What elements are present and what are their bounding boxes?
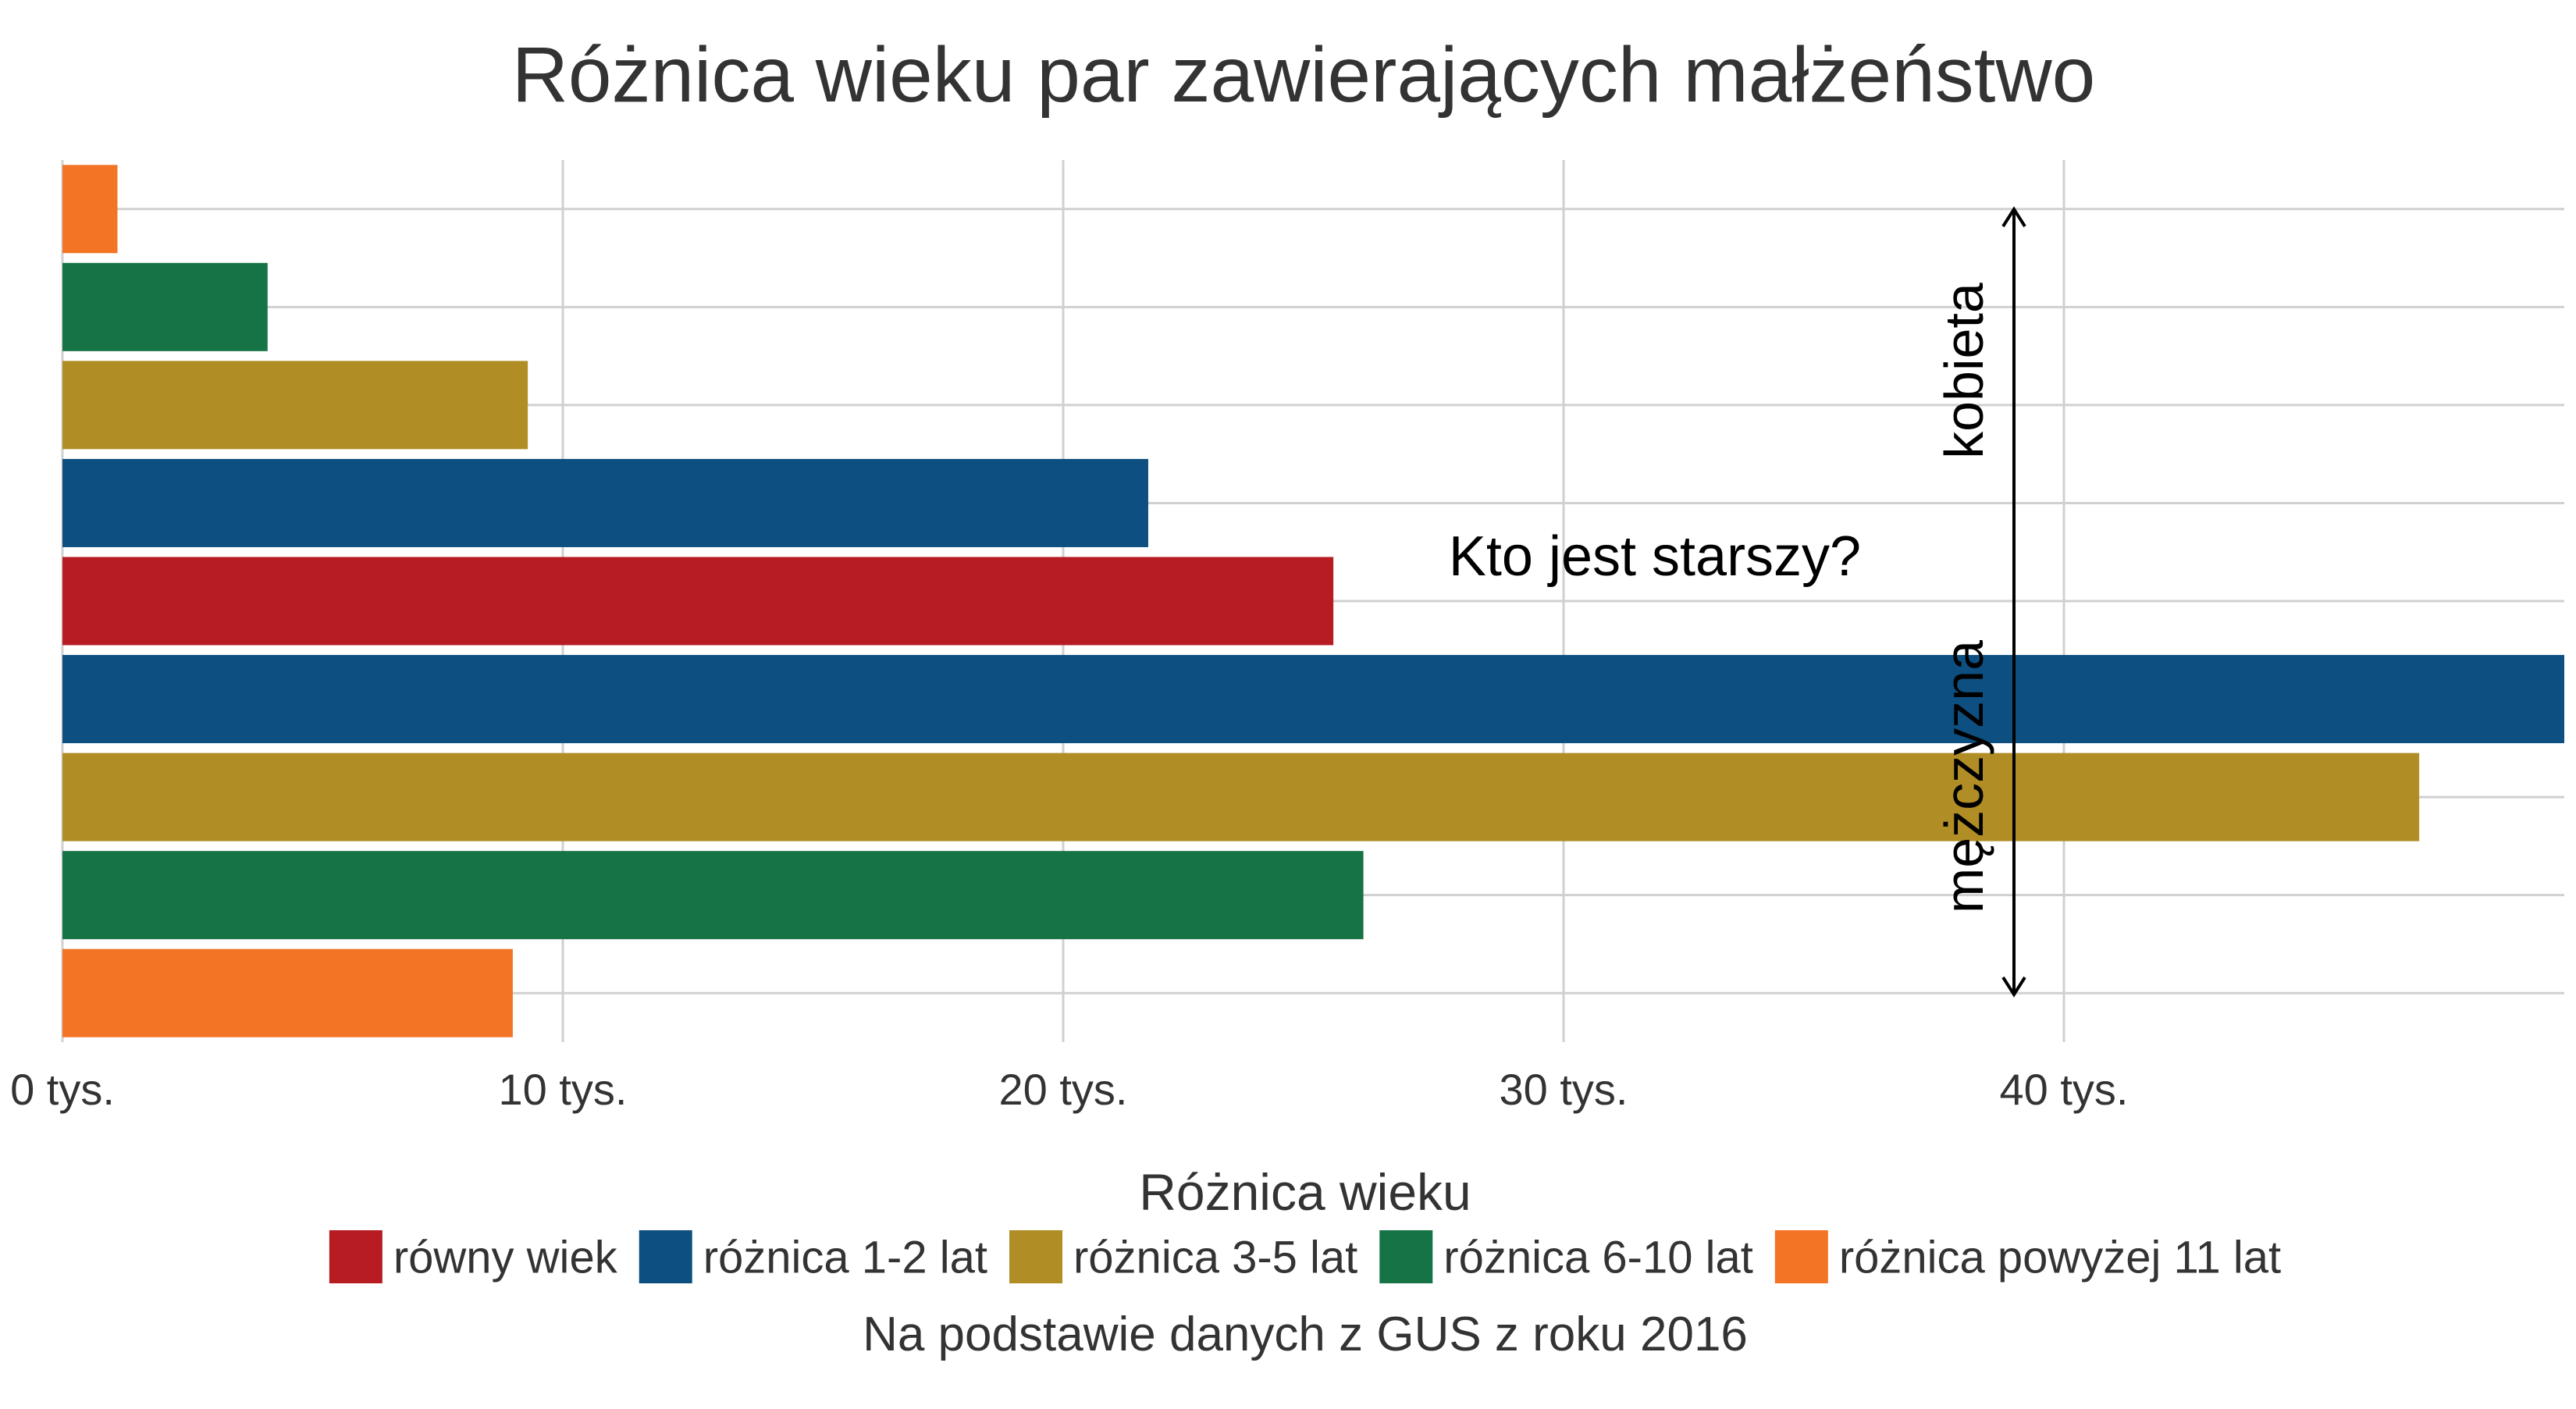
x-axis-ticks: 0 tys. 10 tys. 20 tys. 30 tys. 40 tys. bbox=[10, 1065, 2128, 1114]
x-tick-label-1: 10 tys. bbox=[499, 1065, 628, 1114]
legend-label-1: różnica 1-2 lat bbox=[703, 1232, 987, 1283]
legend-swatch-4 bbox=[1774, 1230, 1828, 1283]
legend-label-0: równy wiek bbox=[393, 1232, 618, 1283]
source-caption: Na podstawie danych z GUS z roku 2016 bbox=[863, 1308, 1748, 1361]
legend-swatch-0 bbox=[329, 1230, 382, 1283]
arrow-head-up bbox=[2001, 206, 2026, 228]
arrow-head-down bbox=[2001, 976, 2026, 998]
legend-swatch-1 bbox=[639, 1230, 692, 1283]
legend: równy wiek różnica 1-2 lat różnica 3-5 lat… bbox=[329, 1230, 2281, 1283]
bar-0 bbox=[62, 165, 118, 254]
legend-title: Różnica wieku bbox=[1139, 1163, 1471, 1221]
bar-2 bbox=[62, 361, 528, 450]
bar-1 bbox=[62, 262, 268, 351]
x-tick-label-4: 40 tys. bbox=[2000, 1065, 2129, 1114]
x-tick-label-3: 30 tys. bbox=[1500, 1065, 1628, 1114]
legend-label-4: różnica powyżej 11 lat bbox=[1839, 1232, 2281, 1283]
x-tick-label-0: 0 tys. bbox=[10, 1065, 115, 1114]
legend-label-2: różnica 3-5 lat bbox=[1073, 1232, 1357, 1283]
bar-7 bbox=[62, 851, 1364, 940]
annotation-woman-older: kobieta bbox=[1934, 283, 1994, 459]
bar-8 bbox=[62, 948, 513, 1037]
bar-5 bbox=[62, 655, 2564, 744]
bars bbox=[62, 165, 2564, 1037]
x-tick-label-2: 20 tys. bbox=[999, 1065, 1128, 1114]
annotation-question: Kto jest starszy? bbox=[1449, 525, 1861, 588]
legend-label-3: różnica 6-10 lat bbox=[1443, 1232, 1753, 1283]
bar-6 bbox=[62, 753, 2420, 841]
bar-4 bbox=[62, 557, 1334, 646]
annotation-man-older: mężczyzna bbox=[1934, 640, 1994, 913]
age-direction-arrow bbox=[2001, 206, 2026, 998]
legend-swatch-2 bbox=[1009, 1230, 1062, 1283]
legend-swatch-3 bbox=[1379, 1230, 1433, 1283]
chart-title: Różnica wieku par zawierających małżeńst… bbox=[512, 31, 2096, 119]
bar-3 bbox=[62, 458, 1148, 547]
